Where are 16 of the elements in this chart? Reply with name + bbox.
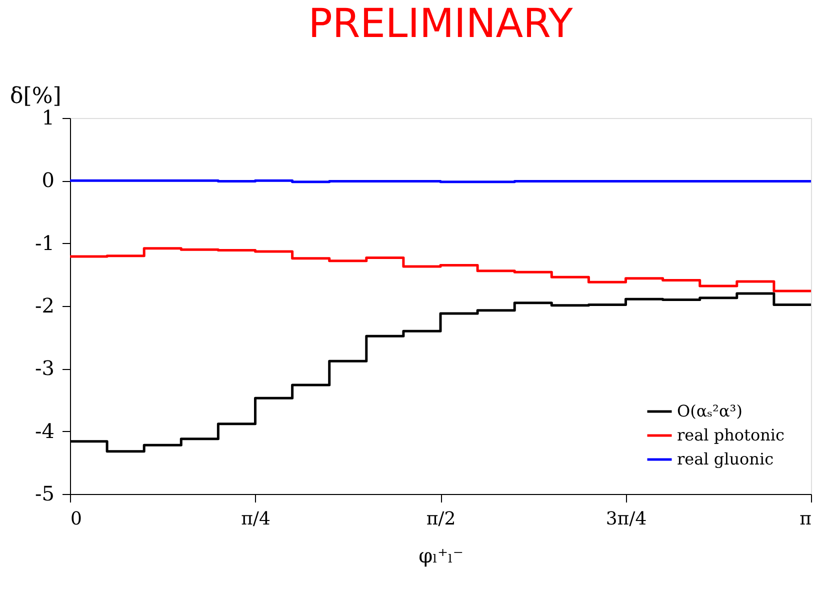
y-tick-label: 0 (42, 168, 54, 192)
legend-label: real gluonic (677, 450, 774, 468)
y-tick-label: -3 (35, 356, 54, 380)
legend-label: real photonic (677, 426, 785, 444)
x-tick-label: π/4 (241, 508, 270, 530)
y-tick-label: -4 (35, 418, 54, 443)
y-tick-label: -5 (35, 482, 54, 506)
x-tick-label: 3π/4 (606, 508, 647, 530)
x-tick-label: 0 (70, 508, 82, 530)
x-tick-label: π/2 (426, 508, 456, 530)
legend-label: O(αₛ²α³) (677, 402, 742, 420)
y-tick-label: -2 (35, 294, 54, 318)
x-tick-label: π (800, 508, 812, 530)
x-axis-title: φₗ⁺ₗ⁻ (418, 544, 464, 568)
chart-title: PRELIMINARY (308, 1, 574, 47)
y-tick-label: -1 (35, 230, 54, 255)
